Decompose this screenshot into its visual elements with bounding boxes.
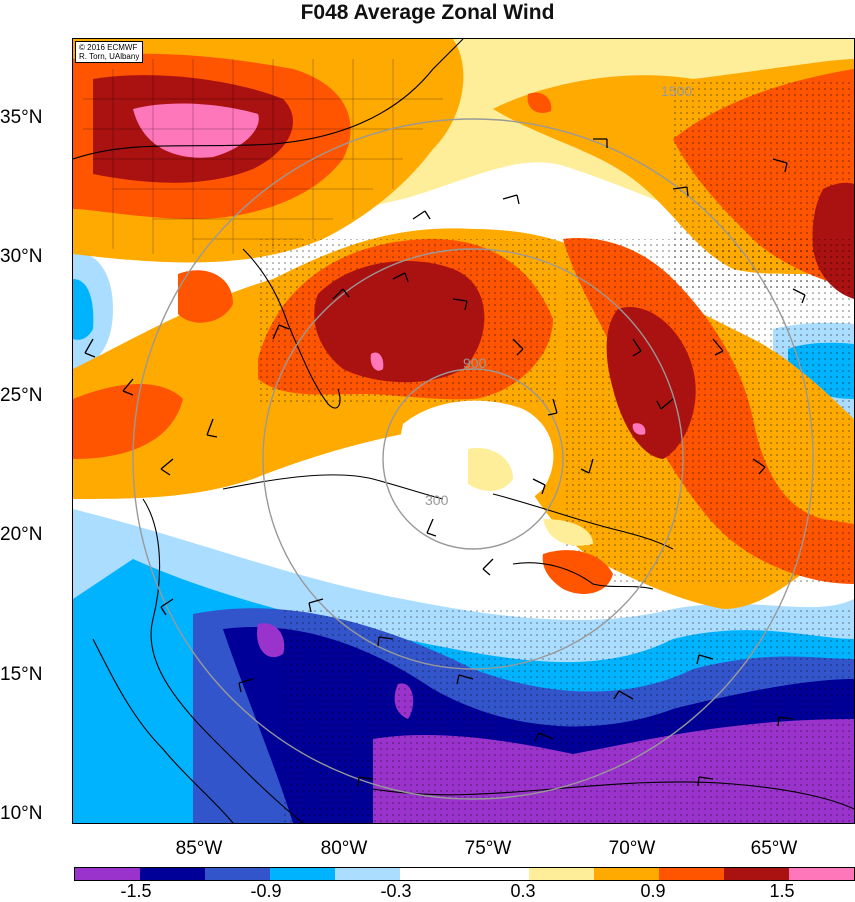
ring-label-300: 300 xyxy=(425,492,449,508)
colorbar-segment xyxy=(334,868,400,880)
colorbar-segment xyxy=(269,868,335,880)
colorbar xyxy=(74,867,855,881)
colorbar-segment xyxy=(789,868,855,880)
county-lines xyxy=(83,59,443,254)
colorbar-segment xyxy=(464,868,530,880)
colorbar-label-neg0-3: -0.3 xyxy=(380,881,412,901)
zonal-wind-field: 300 900 1500 xyxy=(73,39,854,823)
ring-label-900: 900 xyxy=(463,355,487,371)
credit-line-1: © 2016 ECMWF xyxy=(79,43,138,52)
coastline xyxy=(73,39,854,823)
colorbar-segment xyxy=(724,868,790,880)
colorbar-label-neg1-5: -1.5 xyxy=(120,881,152,901)
map-title: F048 Average Zonal Wind xyxy=(300,1,555,24)
credit-line-2: R. Torn, UAlbany xyxy=(79,52,140,61)
colorbar-segment xyxy=(659,868,725,880)
lon-label-80w: 80°W xyxy=(320,838,368,859)
colorbar-label-neg0-9: -0.9 xyxy=(250,881,282,901)
colorbar-segment xyxy=(594,868,660,880)
colorbar-label-1-5: 1.5 xyxy=(769,881,795,901)
lat-label-30n: 30°N xyxy=(0,246,43,267)
lat-label-15n: 15°N xyxy=(0,664,43,685)
lon-label-85w: 85°W xyxy=(175,838,223,859)
credit-box: © 2016 ECMWF R. Torn, UAlbany xyxy=(75,41,144,63)
wind-barbs xyxy=(84,138,806,787)
lon-label-65w: 65°W xyxy=(750,838,798,859)
ring-label-1500: 1500 xyxy=(661,83,692,99)
range-rings xyxy=(132,118,814,800)
colorbar-segment xyxy=(139,868,205,880)
colorbar-segment xyxy=(529,868,595,880)
lat-label-20n: 20°N xyxy=(0,524,43,545)
colorbar-segment xyxy=(204,868,270,880)
lon-label-70w: 70°W xyxy=(608,838,656,859)
colorbar-segment xyxy=(399,868,465,880)
colorbar-label-0-3: 0.3 xyxy=(510,881,536,901)
lat-label-25n: 25°N xyxy=(0,385,43,406)
lon-label-75w: 75°W xyxy=(464,838,512,859)
map-panel: 300 900 1500 © 2016 ECMWF R. Torn, UAlba… xyxy=(72,38,855,824)
lat-label-10n: 10°N xyxy=(0,803,43,824)
colorbar-segment xyxy=(75,868,140,880)
lat-label-35n: 35°N xyxy=(0,107,43,128)
colorbar-label-0-9: 0.9 xyxy=(640,881,666,901)
